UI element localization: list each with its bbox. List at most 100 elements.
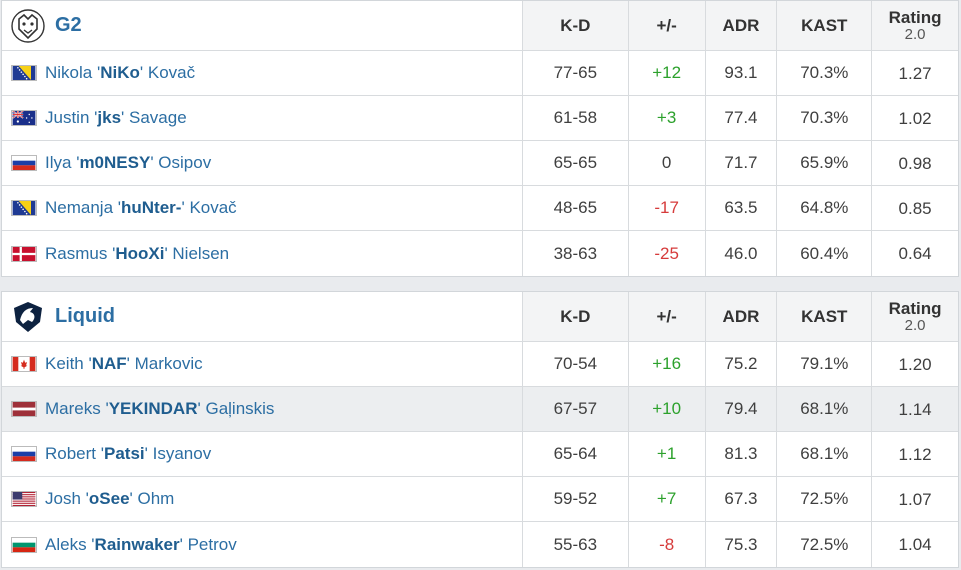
table-header-row: Liquid K-D +/- ADR KAST Rating 2.0 — [2, 292, 958, 342]
team-name-link[interactable]: G2 — [55, 14, 82, 36]
table-row: Josh 'oSee' Ohm 59-52 +7 67.3 72.5% 1.07 — [2, 477, 958, 522]
team-name-link[interactable]: Liquid — [55, 305, 115, 327]
table-row: Ilya 'm0NESY' Osipov 65-65 0 71.7 65.9% … — [2, 141, 958, 186]
plus-minus-value: +12 — [627, 51, 705, 95]
player-cell: Nemanja 'huNter-' Kovač — [2, 186, 522, 230]
latvia-flag-icon — [11, 401, 37, 417]
kd-value: 38-63 — [521, 231, 628, 276]
team-header: Liquid — [2, 292, 522, 341]
rating-value: 1.12 — [871, 432, 958, 476]
player-cell: Robert 'Patsi' Isyanov — [2, 432, 522, 476]
denmark-flag-icon — [11, 245, 37, 262]
player-cell: Nikola 'NiKo' Kovač — [2, 51, 522, 95]
player-name-link[interactable]: Nikola 'NiKo' Kovač — [45, 63, 196, 82]
kast-value: 68.1% — [776, 432, 871, 476]
player-cell: Keith 'NAF' Markovic — [2, 342, 522, 386]
bosnia-flag-icon — [11, 65, 37, 81]
plus-minus-column-header[interactable]: +/- — [627, 292, 705, 341]
adr-value: 81.3 — [704, 432, 777, 476]
kast-value: 64.8% — [776, 186, 871, 230]
player-name-link[interactable]: Aleks 'Rainwaker' Petrov — [45, 534, 237, 554]
player-name-link[interactable]: Josh 'oSee' Ohm — [45, 489, 175, 508]
player-name-link[interactable]: Robert 'Patsi' Isyanov — [45, 444, 212, 463]
australia-flag-icon — [11, 110, 37, 126]
table-row: Keith 'NAF' Markovic 70-54 +16 75.2 79.1… — [2, 342, 958, 387]
plus-minus-value: +3 — [627, 96, 705, 140]
table-row: Robert 'Patsi' Isyanov 65-64 +1 81.3 68.… — [2, 432, 958, 477]
team-header: G2 — [2, 1, 522, 50]
rating-version: 2.0 — [904, 316, 926, 334]
kd-column-header[interactable]: K-D — [521, 1, 628, 50]
adr-value: 46.0 — [704, 231, 777, 276]
player-name-link[interactable]: Rasmus 'HooXi' Nielsen — [45, 243, 230, 263]
rating-value: 1.20 — [871, 342, 958, 386]
rating-value: 0.85 — [871, 186, 958, 230]
kast-value: 65.9% — [776, 141, 871, 185]
player-name-link[interactable]: Keith 'NAF' Markovic — [45, 354, 203, 373]
kast-value: 72.5% — [776, 522, 871, 567]
adr-value: 93.1 — [704, 51, 777, 95]
kast-value: 72.5% — [776, 477, 871, 521]
kast-column-header[interactable]: KAST — [776, 1, 872, 50]
table-row: Rasmus 'HooXi' Nielsen 38-63 -25 46.0 60… — [2, 231, 958, 276]
plus-minus-value: +7 — [627, 477, 705, 521]
usa-flag-icon — [11, 491, 37, 507]
plus-minus-column-header[interactable]: +/- — [627, 1, 705, 50]
adr-value: 79.4 — [704, 387, 777, 431]
rating-value: 1.27 — [871, 51, 958, 95]
table-row: Mareks 'YEKINDAR' Gaļinskis 67-57 +10 79… — [2, 387, 958, 432]
table-header-row: G2 K-D +/- ADR KAST Rating 2.0 — [2, 1, 958, 51]
rating-value: 1.02 — [871, 96, 958, 140]
russia-flag-icon — [11, 446, 37, 462]
rating-column-header[interactable]: Rating 2.0 — [871, 1, 958, 50]
kast-value: 70.3% — [776, 96, 871, 140]
rating-value: 0.64 — [871, 231, 958, 276]
player-name-link[interactable]: Mareks 'YEKINDAR' Gaļinskis — [45, 399, 275, 418]
kd-value: 55-63 — [521, 522, 628, 567]
adr-column-header[interactable]: ADR — [704, 292, 777, 341]
canada-flag-icon — [11, 356, 37, 372]
kast-value: 79.1% — [776, 342, 871, 386]
kd-value: 67-57 — [521, 387, 628, 431]
adr-column-header[interactable]: ADR — [704, 1, 777, 50]
kd-value: 61-58 — [521, 96, 628, 140]
plus-minus-value: -17 — [627, 186, 705, 230]
kast-value: 68.1% — [776, 387, 871, 431]
player-name-link[interactable]: Nemanja 'huNter-' Kovač — [45, 198, 237, 217]
player-name-link[interactable]: Ilya 'm0NESY' Osipov — [45, 153, 212, 172]
kd-column-header[interactable]: K-D — [521, 292, 628, 341]
kd-value: 59-52 — [521, 477, 628, 521]
player-cell: Rasmus 'HooXi' Nielsen — [2, 231, 522, 276]
kd-value: 65-65 — [521, 141, 628, 185]
player-name-link[interactable]: Justin 'jks' Savage — [45, 108, 187, 127]
kd-value: 65-64 — [521, 432, 628, 476]
player-cell: Josh 'oSee' Ohm — [2, 477, 522, 521]
bulgaria-flag-icon — [11, 536, 37, 553]
rating-value: 1.07 — [871, 477, 958, 521]
player-cell: Aleks 'Rainwaker' Petrov — [2, 522, 522, 567]
adr-value: 71.7 — [704, 141, 777, 185]
rating-label: Rating — [888, 7, 942, 27]
rating-label: Rating — [888, 298, 942, 318]
team-stats-table: G2 K-D +/- ADR KAST Rating 2.0 Nikola 'N… — [1, 0, 959, 277]
player-cell: Ilya 'm0NESY' Osipov — [2, 141, 522, 185]
table-row: Nemanja 'huNter-' Kovač 48-65 -17 63.5 6… — [2, 186, 958, 231]
g2-logo-icon — [11, 8, 45, 43]
kast-column-header[interactable]: KAST — [776, 292, 872, 341]
kd-value: 77-65 — [521, 51, 628, 95]
adr-value: 75.3 — [704, 522, 777, 567]
table-row: Nikola 'NiKo' Kovač 77-65 +12 93.1 70.3%… — [2, 51, 958, 96]
kast-value: 60.4% — [776, 231, 871, 276]
kd-value: 70-54 — [521, 342, 628, 386]
adr-value: 77.4 — [704, 96, 777, 140]
kast-value: 70.3% — [776, 51, 871, 95]
team-stats-table: Liquid K-D +/- ADR KAST Rating 2.0 Keith… — [1, 291, 959, 568]
rating-version: 2.0 — [904, 25, 926, 43]
rating-value: 1.04 — [871, 522, 958, 567]
plus-minus-value: +10 — [627, 387, 705, 431]
plus-minus-value: +16 — [627, 342, 705, 386]
rating-value: 0.98 — [871, 141, 958, 185]
liquid-horse-logo-icon — [11, 300, 45, 334]
rating-column-header[interactable]: Rating 2.0 — [871, 292, 958, 341]
table-row: Justin 'jks' Savage 61-58 +3 77.4 70.3% … — [2, 96, 958, 141]
